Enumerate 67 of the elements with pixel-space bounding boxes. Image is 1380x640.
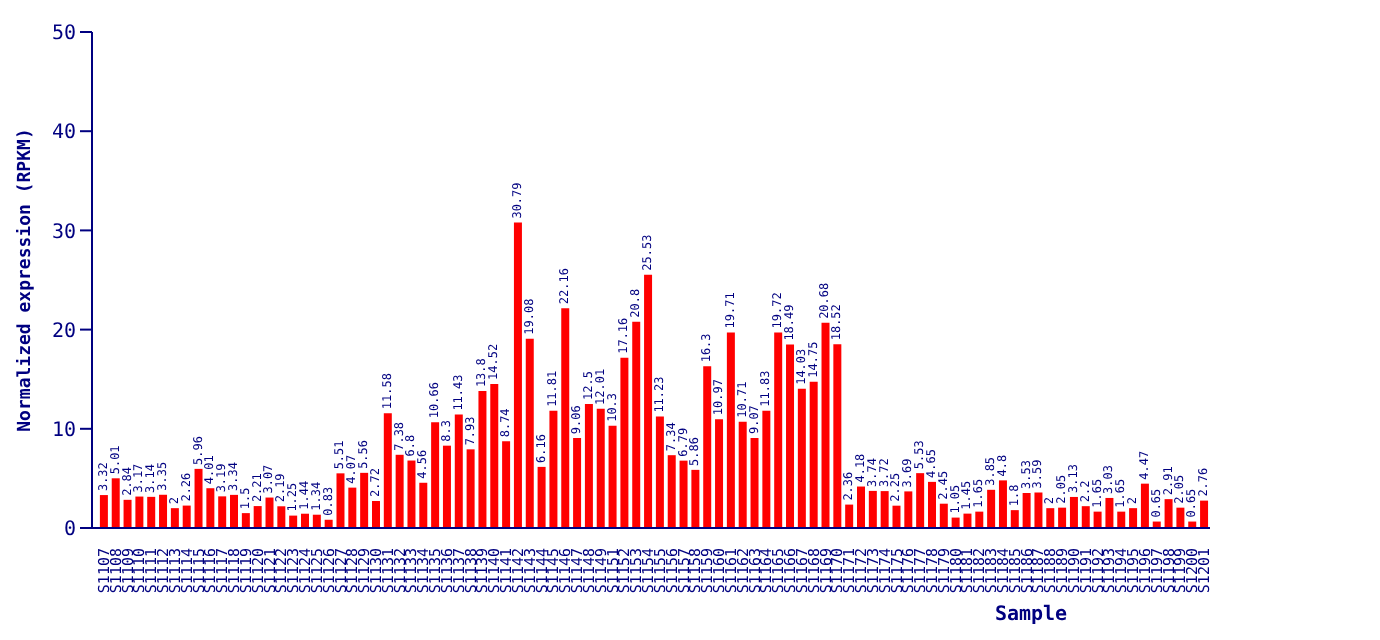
bar: [502, 441, 511, 528]
bar: [987, 489, 996, 528]
bar: [253, 506, 262, 528]
bar: [561, 308, 570, 528]
y-axis-title: Normalized expression (RPKM): [14, 128, 37, 432]
bar: [857, 486, 865, 528]
bar: [1140, 483, 1149, 528]
bar: [916, 473, 925, 528]
bar: [513, 222, 522, 528]
bar: [301, 513, 309, 528]
bar: [1117, 511, 1126, 528]
y-tick-label: 20: [51, 320, 76, 343]
y-tick-label: 0: [63, 519, 76, 542]
bar: [383, 413, 392, 528]
bar: [111, 478, 120, 528]
bar: [419, 482, 428, 528]
bar: [159, 494, 168, 528]
bar: [371, 501, 380, 528]
bar: [442, 445, 451, 528]
x-axis-title: Sample: [994, 604, 1068, 626]
bar: [584, 404, 593, 528]
bar: [454, 414, 463, 528]
bar: [1058, 507, 1067, 528]
bar: [147, 496, 156, 528]
bar: [596, 408, 605, 528]
y-tick-label: 30: [51, 221, 76, 244]
bar: [170, 508, 179, 528]
bar: [797, 388, 806, 528]
bar: [1200, 500, 1209, 528]
bar: [1010, 510, 1019, 528]
bar: [703, 366, 712, 528]
bar: [312, 514, 321, 528]
y-tick-label: 40: [51, 122, 76, 145]
bar: [904, 491, 913, 528]
bar: [1046, 508, 1055, 528]
bar: [715, 419, 724, 528]
bar: [360, 472, 369, 528]
bar: [667, 455, 676, 528]
bar: [218, 496, 227, 528]
bar: [998, 480, 1007, 528]
bar: [182, 505, 191, 528]
bar: [490, 383, 499, 528]
bar: [431, 422, 440, 528]
bar: [1129, 508, 1138, 528]
bar: [241, 513, 250, 528]
bar: [738, 421, 747, 528]
bar: [809, 381, 818, 528]
bar: [573, 438, 582, 528]
bar: [230, 494, 239, 528]
bar: [939, 503, 948, 528]
bar: [1069, 496, 1078, 528]
bar: [99, 495, 108, 528]
bar: [845, 504, 854, 528]
bar: [644, 274, 653, 528]
bar: [927, 481, 936, 528]
bar: [1081, 506, 1090, 528]
bar: [975, 511, 984, 528]
bar: [726, 332, 735, 528]
bar: [525, 338, 534, 528]
y-tick-label: 50: [51, 23, 76, 46]
bar: [632, 321, 641, 528]
bar: [655, 416, 664, 528]
bar: [774, 332, 783, 528]
y-tick-label: 10: [51, 419, 76, 442]
bar: [786, 344, 795, 528]
bar: [868, 490, 877, 528]
bar: [348, 487, 357, 528]
